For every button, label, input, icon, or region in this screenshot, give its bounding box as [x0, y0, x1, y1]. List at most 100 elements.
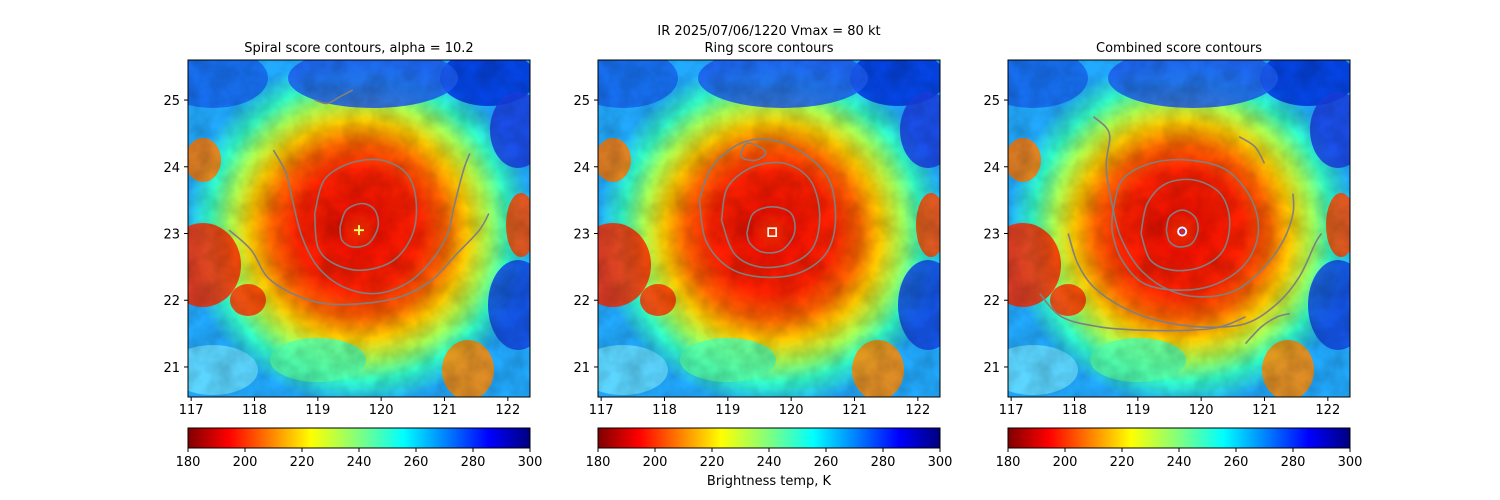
contour-line [698, 138, 837, 279]
center-marker [1177, 226, 1188, 237]
x-axis: 117 118 119 120 121 122 [179, 397, 520, 418]
ir-image [188, 60, 530, 397]
colorbar-tick-label: 240 [347, 455, 372, 470]
panel-title: Ring score contours [704, 41, 833, 56]
plot-frame [1007, 59, 1351, 398]
colorbar-tick-label: 260 [814, 455, 839, 470]
x-tick-label: 121 [432, 403, 457, 418]
colorbar-tick-label: 280 [871, 455, 896, 470]
colorbar-gradient [187, 427, 531, 449]
y-tick-label: 21 [983, 361, 1000, 376]
x-tick-label: 122 [1315, 403, 1340, 418]
x-tick-label: 119 [715, 403, 740, 418]
x-tick-label: 121 [842, 403, 867, 418]
colorbar-tick-label: 180 [586, 455, 611, 470]
colorbar-tick-label: 300 [928, 455, 953, 470]
ir-image [598, 60, 940, 397]
y-axis: 21 22 23 24 25 [983, 94, 1008, 376]
y-tick-label: 23 [163, 228, 180, 243]
y-tick-label: 22 [573, 294, 590, 309]
colorbar-ticks: 180 200 220 240 260 280 300 [586, 448, 953, 470]
colorbar-gradient [597, 427, 941, 449]
colorbar-tick-label: 180 [176, 455, 201, 470]
contour-line [1238, 136, 1266, 164]
contour-line [1067, 233, 1323, 328]
y-axis: 21 22 23 24 25 [163, 94, 188, 376]
plot-frame [597, 59, 941, 398]
x-tick-label: 117 [589, 403, 614, 418]
colorbar-tick-label: 280 [461, 455, 486, 470]
colorbar-tick-label: 280 [1281, 455, 1306, 470]
contour-line [228, 213, 490, 306]
x-axis: 117 118 119 120 121 122 [999, 397, 1340, 418]
score-contours [698, 138, 837, 279]
colorbar-gradient [1007, 427, 1351, 449]
x-tick-label: 121 [1252, 403, 1277, 418]
colorbar-tick-label: 220 [290, 455, 315, 470]
panel-title: Combined score contours [1096, 41, 1262, 56]
contour-line [1110, 158, 1260, 291]
colorbar-tick-label: 180 [996, 455, 1021, 470]
x-tick-label: 119 [305, 403, 330, 418]
x-tick-label: 120 [779, 403, 804, 418]
contour-line [1244, 312, 1290, 345]
plus-marker [354, 225, 364, 236]
panel-combined: Combined score contours 117 118 119 120 121 1… [983, 41, 1351, 418]
x-tick-label: 120 [1189, 403, 1214, 418]
y-tick-label: 24 [163, 161, 180, 176]
x-tick-label: 118 [652, 403, 677, 418]
colorbar-ticks: 180 200 220 240 260 280 300 [996, 448, 1363, 470]
y-tick-label: 22 [163, 294, 180, 309]
colorbar-tick-label: 240 [1167, 455, 1192, 470]
contour-line [739, 142, 767, 162]
x-tick-label: 118 [242, 403, 267, 418]
y-tick-label: 24 [573, 161, 590, 176]
colorbar-tick-label: 240 [757, 455, 782, 470]
contour-line [1165, 209, 1199, 248]
contour-line [720, 161, 821, 269]
y-axis: 21 22 23 24 25 [573, 94, 598, 376]
y-tick-label: 21 [163, 361, 180, 376]
colorbar-combined: 180 200 220 240 260 280 300 [996, 427, 1363, 470]
circle-marker [1177, 226, 1188, 237]
panel-ring: Ring score contours 117 118 119 120 121 122 2… [573, 41, 941, 418]
y-tick-label: 25 [163, 94, 180, 109]
contour-line [272, 149, 471, 295]
score-contours [1039, 116, 1323, 345]
figure-suptitle: IR 2025/07/06/1220 Vmax = 80 kt [657, 24, 880, 39]
y-tick-label: 24 [983, 161, 1000, 176]
x-tick-label: 122 [905, 403, 930, 418]
square-marker [767, 227, 777, 237]
center-marker [767, 227, 777, 237]
ir-image [1008, 60, 1350, 397]
colorbar-tick-label: 300 [518, 455, 543, 470]
colorbar-tick-label: 200 [643, 455, 668, 470]
x-tick-label: 117 [179, 403, 204, 418]
x-tick-label: 117 [999, 403, 1024, 418]
contour-line [339, 202, 380, 248]
colorbar-tick-label: 260 [404, 455, 429, 470]
colorbar-tick-label: 220 [700, 455, 725, 470]
colorbar-ring: 180 200 220 240 260 280 300 Brightness temp, K [586, 427, 953, 489]
colorbar-label: Brightness temp, K [707, 474, 832, 489]
x-tick-label: 118 [1062, 403, 1087, 418]
center-marker [354, 225, 364, 236]
y-tick-label: 23 [983, 228, 1000, 243]
x-tick-label: 120 [369, 403, 394, 418]
y-tick-label: 22 [983, 294, 1000, 309]
colorbar-tick-label: 300 [1338, 455, 1363, 470]
contour-line [1039, 293, 1246, 332]
y-tick-label: 23 [573, 228, 590, 243]
colorbar-tick-label: 260 [1224, 455, 1249, 470]
x-tick-label: 122 [495, 403, 520, 418]
score-contours [228, 89, 490, 306]
contour-line [746, 206, 796, 254]
x-axis: 117 118 119 120 121 122 [589, 397, 930, 418]
contour-line [313, 158, 418, 272]
colorbar-ticks: 180 200 220 240 260 280 300 [176, 448, 543, 470]
x-tick-label: 119 [1125, 403, 1150, 418]
y-tick-label: 25 [573, 94, 590, 109]
y-tick-label: 21 [573, 361, 590, 376]
contour-line [314, 89, 354, 105]
